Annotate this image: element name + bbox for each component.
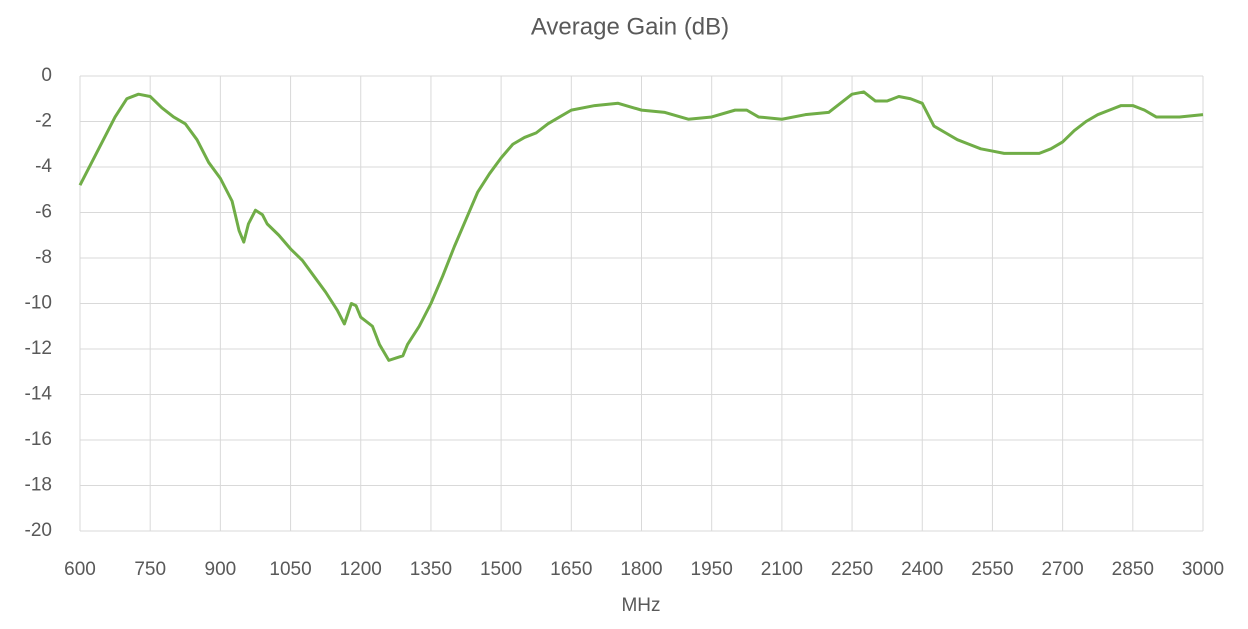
x-tick-label: 2550	[971, 559, 1013, 580]
x-tick-label: 1500	[480, 559, 522, 580]
x-tick-label: 2250	[831, 559, 873, 580]
x-tick-label: 2400	[901, 559, 943, 580]
y-tick-label: -2	[35, 111, 52, 132]
x-tick-label: 600	[64, 559, 96, 580]
x-tick-label: 750	[134, 559, 166, 580]
x-tick-label: 900	[205, 559, 237, 580]
y-tick-label: -16	[25, 429, 52, 450]
y-tick-label: -18	[25, 475, 52, 496]
y-tick-label: -10	[25, 293, 52, 314]
y-tick-label: -12	[25, 338, 52, 359]
x-tick-label: 2100	[761, 559, 803, 580]
x-tick-label: 1050	[269, 559, 311, 580]
y-tick-label: -20	[25, 520, 52, 541]
y-tick-label: -6	[35, 202, 52, 223]
x-tick-label: 1800	[620, 559, 662, 580]
x-tick-label: 1200	[340, 559, 382, 580]
x-tick-label: 1650	[550, 559, 592, 580]
x-axis-label: MHz	[621, 595, 660, 616]
x-tick-label: 2850	[1112, 559, 1154, 580]
chart-title: Average Gain (dB)	[531, 13, 729, 40]
y-tick-label: 0	[41, 65, 52, 86]
y-tick-label: -14	[25, 384, 53, 405]
x-tick-label: 2700	[1041, 559, 1083, 580]
y-tick-label: -4	[35, 156, 52, 177]
x-tick-label: 1950	[691, 559, 733, 580]
x-tick-label: 3000	[1182, 559, 1224, 580]
x-tick-label: 1350	[410, 559, 452, 580]
data-line	[78, 90, 1204, 362]
y-tick-label: -8	[35, 247, 52, 268]
